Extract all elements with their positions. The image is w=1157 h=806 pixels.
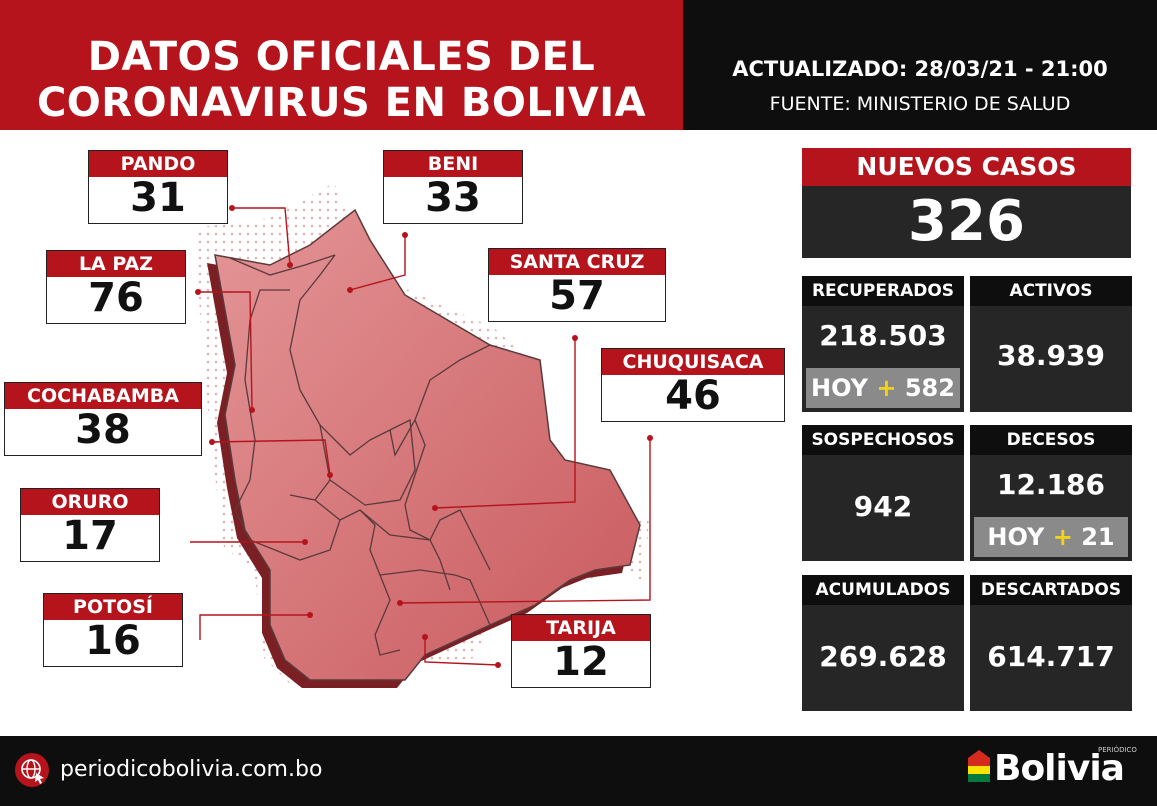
province-card-cochabamba: COCHABAMBA 38: [4, 382, 202, 456]
plus-sign: +: [1052, 523, 1073, 551]
province-name: ORURO: [21, 489, 159, 515]
bolivia-map: [190, 183, 653, 688]
descartados-label: DESCARTADOS: [970, 575, 1132, 605]
data-source: FUENTE: MINISTERIO DE SALUD: [769, 93, 1071, 115]
footer-bar: [0, 736, 1157, 806]
acumulados-label: ACUMULADOS: [802, 575, 964, 605]
province-name: POTOSÍ: [44, 594, 182, 620]
hoy-value: 582: [904, 374, 955, 402]
descartados-value: 614.717: [987, 640, 1115, 673]
connector-lines: [190, 207, 651, 666]
province-cases: 16: [85, 618, 141, 664]
province-card-pando: PANDO 31: [88, 150, 228, 224]
acumulados-panel: ACUMULADOS 269.628: [802, 575, 964, 711]
recuperados-hoy-badge: HOY + 582: [806, 368, 960, 408]
department-borders: [229, 254, 491, 656]
decesos-hoy-badge: HOY + 21: [974, 517, 1128, 557]
province-cases: 12: [553, 639, 609, 685]
hoy-label: HOY: [811, 374, 869, 402]
updated-timestamp: ACTUALIZADO: 28/03/21 - 21:00: [732, 57, 1108, 81]
recuperados-label: RECUPERADOS: [802, 276, 964, 306]
province-card-la-paz: LA PAZ 76: [46, 250, 186, 324]
decesos-panel: DECESOS 12.186 HOY + 21: [970, 425, 1132, 561]
province-card-santa-cruz: SANTA CRUZ 57: [488, 248, 666, 322]
decesos-label: DECESOS: [970, 425, 1132, 455]
province-name: TARIJA: [512, 615, 650, 641]
map-body: [214, 208, 641, 681]
brand-logo[interactable]: Bolivia: [994, 748, 1125, 789]
activos-value: 38.939: [996, 339, 1106, 372]
activos-label: ACTIVOS: [970, 276, 1132, 306]
sospechosos-value: 942: [853, 490, 913, 523]
globe-cursor-icon: [15, 753, 49, 787]
recuperados-panel: RECUPERADOS 218.503 HOY + 582: [802, 276, 964, 412]
province-cases: 76: [88, 275, 144, 321]
title-banner: [0, 0, 683, 130]
nuevos-casos-label: NUEVOS CASOS: [802, 148, 1131, 186]
province-cases: 38: [75, 407, 131, 453]
province-cases: 33: [425, 175, 481, 221]
recuperados-value: 218.503: [819, 319, 947, 352]
province-cases: 31: [130, 175, 186, 221]
province-name: BENI: [384, 151, 522, 177]
connector-dots: [195, 205, 653, 668]
sospechosos-panel: SOSPECHOSOS 942: [802, 425, 964, 561]
province-card-potosi: POTOSÍ 16: [43, 593, 183, 667]
logo-small-text: PERIÓDICO: [1098, 746, 1137, 754]
province-card-chuquisaca: CHUQUISACA 46: [601, 348, 785, 422]
hoy-label: HOY: [987, 523, 1045, 551]
bolivia-flag-icon: [968, 750, 990, 782]
page-title-line1: DATOS OFICIALES DEL: [87, 34, 596, 80]
acumulados-value: 269.628: [819, 640, 947, 673]
province-cases: 17: [62, 513, 118, 559]
activos-panel: ACTIVOS 38.939: [970, 276, 1132, 412]
hoy-value: 21: [1081, 523, 1115, 551]
province-name: PANDO: [89, 151, 227, 177]
nuevos-casos-value: 326: [908, 189, 1025, 254]
plus-sign: +: [876, 374, 897, 402]
nuevos-casos-panel: NUEVOS CASOS 326: [802, 148, 1131, 258]
province-name: COCHABAMBA: [5, 383, 201, 409]
update-banner: [683, 0, 1157, 130]
province-card-tarija: TARIJA 12: [511, 614, 651, 688]
province-card-oruro: ORURO 17: [20, 488, 160, 562]
page-title-line2: CORONAVIRUS EN BOLIVIA: [36, 80, 647, 126]
website-link[interactable]: periodicobolivia.com.bo: [60, 757, 323, 782]
province-name: SANTA CRUZ: [489, 249, 665, 275]
province-name: CHUQUISACA: [602, 349, 784, 375]
descartados-panel: DESCARTADOS 614.717: [970, 575, 1132, 711]
decesos-value: 12.186: [996, 468, 1106, 501]
sospechosos-label: SOSPECHOSOS: [802, 425, 964, 455]
province-card-beni: BENI 33: [383, 150, 523, 224]
province-cases: 57: [549, 273, 605, 319]
province-name: LA PAZ: [47, 251, 185, 277]
province-cases: 46: [665, 373, 721, 419]
